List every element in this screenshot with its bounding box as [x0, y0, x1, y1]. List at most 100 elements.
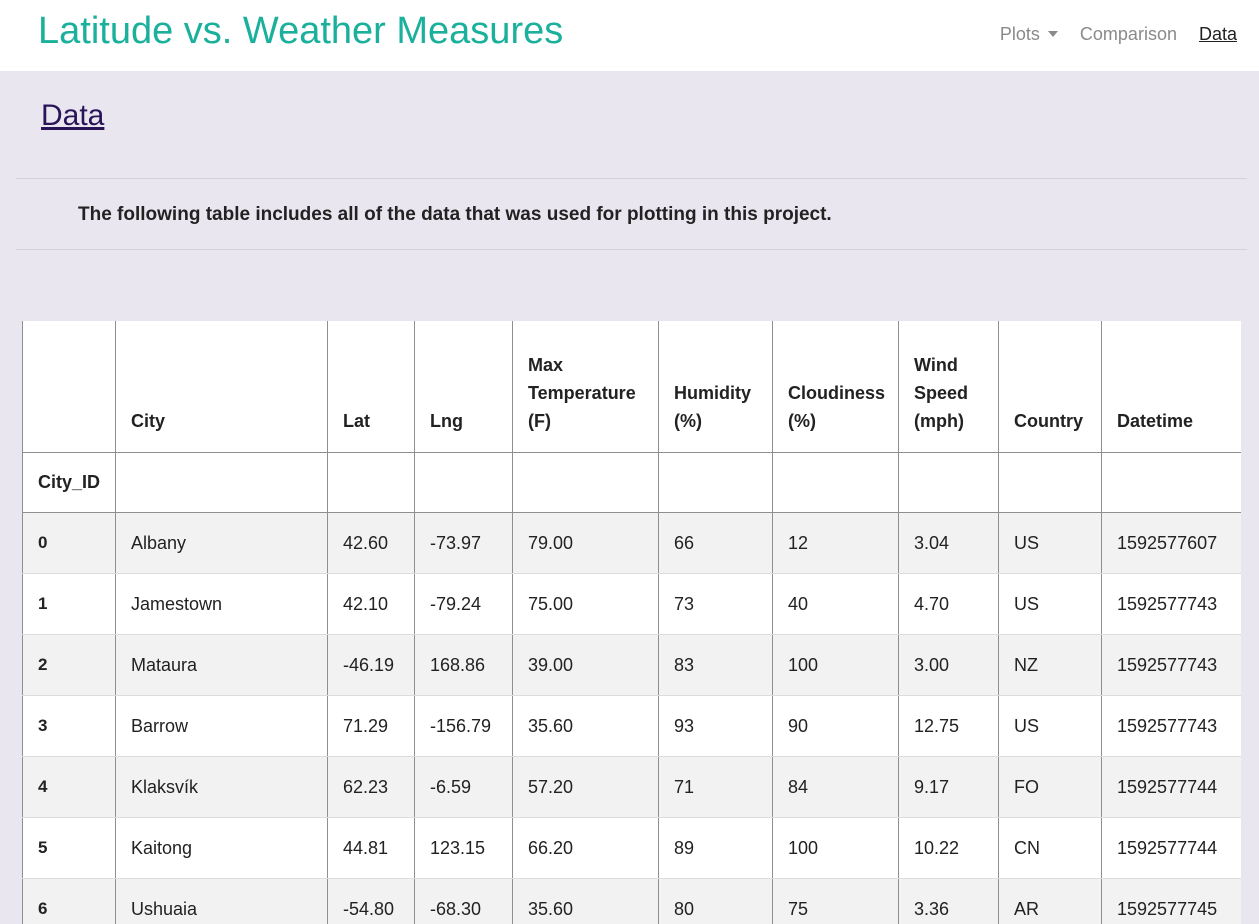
cell-country: AR: [998, 878, 1102, 924]
cell-wind-speed: 3.36: [898, 878, 999, 924]
cell-lat: 42.10: [327, 573, 415, 635]
cell-datetime: 1592577743: [1101, 573, 1241, 635]
cell-max-temp: 79.00: [512, 512, 659, 574]
table-row: 1 Jamestown 42.10 -79.24 75.00 73 40 4.7…: [22, 573, 1241, 635]
empty-header-cell: [658, 452, 773, 513]
column-header-max-temperature: Max Temperature (F): [512, 321, 659, 453]
column-header-lng: Lng: [414, 321, 513, 453]
table-row: 0 Albany 42.60 -73.97 79.00 66 12 3.04 U…: [22, 512, 1241, 574]
cell-cloudiness: 90: [772, 695, 899, 757]
cell-wind-speed: 4.70: [898, 573, 999, 635]
index-name: City_ID: [22, 452, 116, 513]
cell-lat: -46.19: [327, 634, 415, 696]
data-table-container: City Lat Lng Max Temperature (F) Humidit…: [22, 321, 1241, 924]
empty-header-cell: [998, 452, 1102, 513]
column-header-index: [22, 321, 116, 453]
row-id: 1: [22, 573, 116, 635]
cell-lat: 71.29: [327, 695, 415, 757]
row-id: 6: [22, 878, 116, 924]
cell-country: US: [998, 573, 1102, 635]
cell-humidity: 73: [658, 573, 773, 635]
cell-city: Kaitong: [115, 817, 328, 879]
caret-down-icon: [1047, 31, 1058, 37]
cell-cloudiness: 75: [772, 878, 899, 924]
table-row: 3 Barrow 71.29 -156.79 35.60 93 90 12.75…: [22, 695, 1241, 757]
cell-lng: -6.59: [414, 756, 513, 818]
cell-lng: -79.24: [414, 573, 513, 635]
cell-lat: 62.23: [327, 756, 415, 818]
cell-lng: 123.15: [414, 817, 513, 879]
empty-header-cell: [414, 452, 513, 513]
empty-header-cell: [1101, 452, 1241, 513]
cell-humidity: 66: [658, 512, 773, 574]
cell-city: Ushuaia: [115, 878, 328, 924]
empty-header-cell: [898, 452, 999, 513]
column-header-cloudiness: Cloudiness (%): [772, 321, 899, 453]
cell-lat: 44.81: [327, 817, 415, 879]
cell-lat: -54.80: [327, 878, 415, 924]
column-header-datetime: Datetime: [1101, 321, 1241, 453]
nav-item-data[interactable]: Data: [1198, 24, 1237, 44]
row-id: 2: [22, 634, 116, 696]
cell-max-temp: 35.60: [512, 878, 659, 924]
cell-lng: -73.97: [414, 512, 513, 574]
cell-datetime: 1592577744: [1101, 817, 1241, 879]
empty-header-cell: [512, 452, 659, 513]
nav-item-plots-label: Plots: [999, 24, 1040, 44]
table-row: 6 Ushuaia -54.80 -68.30 35.60 80 75 3.36…: [22, 878, 1241, 924]
empty-header-cell: [115, 452, 328, 513]
cell-city: Jamestown: [115, 573, 328, 635]
table-row: 5 Kaitong 44.81 123.15 66.20 89 100 10.2…: [22, 817, 1241, 879]
cell-country: FO: [998, 756, 1102, 818]
cell-cloudiness: 100: [772, 817, 899, 879]
cell-max-temp: 39.00: [512, 634, 659, 696]
empty-header-cell: [772, 452, 899, 513]
cell-city: Mataura: [115, 634, 328, 696]
cell-humidity: 93: [658, 695, 773, 757]
table-index-name-row: City_ID: [22, 452, 1241, 513]
column-header-wind-speed: Wind Speed (mph): [898, 321, 999, 453]
table-row: 4 Klaksvík 62.23 -6.59 57.20 71 84 9.17 …: [22, 756, 1241, 818]
cell-wind-speed: 3.00: [898, 634, 999, 696]
page-description: The following table includes all of the …: [78, 204, 832, 225]
cell-lng: -156.79: [414, 695, 513, 757]
row-id: 0: [22, 512, 116, 574]
cell-country: US: [998, 512, 1102, 574]
column-header-city: City: [115, 321, 328, 453]
nav-item-plots[interactable]: Plots: [1000, 22, 1058, 46]
cell-cloudiness: 100: [772, 634, 899, 696]
cell-country: CN: [998, 817, 1102, 879]
cell-max-temp: 35.60: [512, 695, 659, 757]
cell-country: NZ: [998, 634, 1102, 696]
row-id: 3: [22, 695, 116, 757]
column-header-lat: Lat: [327, 321, 415, 453]
cell-wind-speed: 12.75: [898, 695, 999, 757]
data-table: City Lat Lng Max Temperature (F) Humidit…: [22, 321, 1241, 924]
empty-header-cell: [327, 452, 415, 513]
cell-lng: 168.86: [414, 634, 513, 696]
cell-wind-speed: 10.22: [898, 817, 999, 879]
cell-cloudiness: 40: [772, 573, 899, 635]
cell-wind-speed: 9.17: [898, 756, 999, 818]
cell-city: Klaksvík: [115, 756, 328, 818]
cell-humidity: 80: [658, 878, 773, 924]
cell-datetime: 1592577743: [1101, 695, 1241, 757]
cell-humidity: 89: [658, 817, 773, 879]
cell-city: Barrow: [115, 695, 328, 757]
cell-humidity: 83: [658, 634, 773, 696]
cell-lng: -68.30: [414, 878, 513, 924]
navbar: Latitude vs. Weather Measures Plots Comp…: [0, 0, 1259, 71]
cell-max-temp: 75.00: [512, 573, 659, 635]
cell-country: US: [998, 695, 1102, 757]
cell-datetime: 1592577744: [1101, 756, 1241, 818]
cell-lat: 42.60: [327, 512, 415, 574]
divider-top: [16, 178, 1247, 179]
nav-item-comparison[interactable]: Comparison: [1079, 24, 1177, 44]
cell-cloudiness: 12: [772, 512, 899, 574]
brand-title[interactable]: Latitude vs. Weather Measures: [38, 10, 564, 52]
column-header-humidity: Humidity (%): [658, 321, 773, 453]
cell-datetime: 1592577743: [1101, 634, 1241, 696]
cell-max-temp: 66.20: [512, 817, 659, 879]
cell-city: Albany: [115, 512, 328, 574]
table-row: 2 Mataura -46.19 168.86 39.00 83 100 3.0…: [22, 634, 1241, 696]
